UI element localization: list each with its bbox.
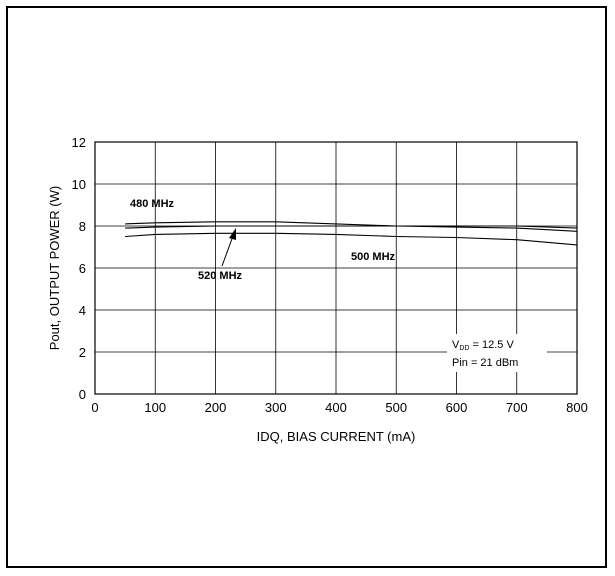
x-tick-label: 600 <box>446 400 468 415</box>
x-tick-label: 200 <box>205 400 227 415</box>
x-tick-label: 500 <box>385 400 407 415</box>
label-480mhz: 480 MHz <box>130 198 175 210</box>
conditions-box <box>447 334 547 372</box>
grid-lines <box>95 142 577 394</box>
series-line-480-mhz <box>125 221 578 232</box>
y-tick-label: 6 <box>79 261 86 276</box>
x-tick-label: 300 <box>265 400 287 415</box>
condition-vdd: VDD = 12.5 V <box>452 339 514 352</box>
x-tick-label: 800 <box>566 400 588 415</box>
plot-area <box>94 141 578 395</box>
series-lines <box>125 221 578 246</box>
x-axis-label: IDQ, BIAS CURRENT (mA) <box>257 429 416 444</box>
tick-labels: 0 100 200 300 400 500 600 700 800 0 2 4 6 8 10 12 <box>72 135 588 415</box>
annotation-arrow <box>221 228 236 267</box>
label-500mhz: 500 MHz <box>351 251 396 263</box>
series-line-520-mhz <box>125 225 578 229</box>
y-axis-label: Pout, OUTPUT POWER (W) <box>47 186 62 350</box>
x-tick-label: 400 <box>325 400 347 415</box>
y-tick-label: 4 <box>79 303 86 318</box>
condition-pin: Pin = 21 dBm <box>452 357 518 369</box>
y-tick-label: 0 <box>79 387 86 402</box>
y-tick-label: 12 <box>72 135 86 150</box>
x-tick-label: 0 <box>91 400 98 415</box>
figure-frame <box>6 6 607 568</box>
series-line-500-mhz <box>125 232 578 246</box>
label-520mhz: 520 MHz <box>198 270 243 282</box>
x-tick-label: 100 <box>144 400 166 415</box>
y-tick-label: 8 <box>79 219 86 234</box>
y-tick-label: 10 <box>72 177 86 192</box>
x-tick-label: 700 <box>506 400 528 415</box>
y-tick-label: 2 <box>79 345 86 360</box>
